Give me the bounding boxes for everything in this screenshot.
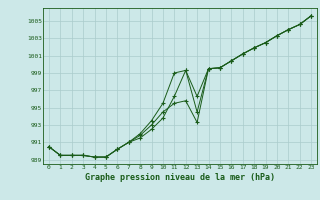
X-axis label: Graphe pression niveau de la mer (hPa): Graphe pression niveau de la mer (hPa): [85, 173, 275, 182]
